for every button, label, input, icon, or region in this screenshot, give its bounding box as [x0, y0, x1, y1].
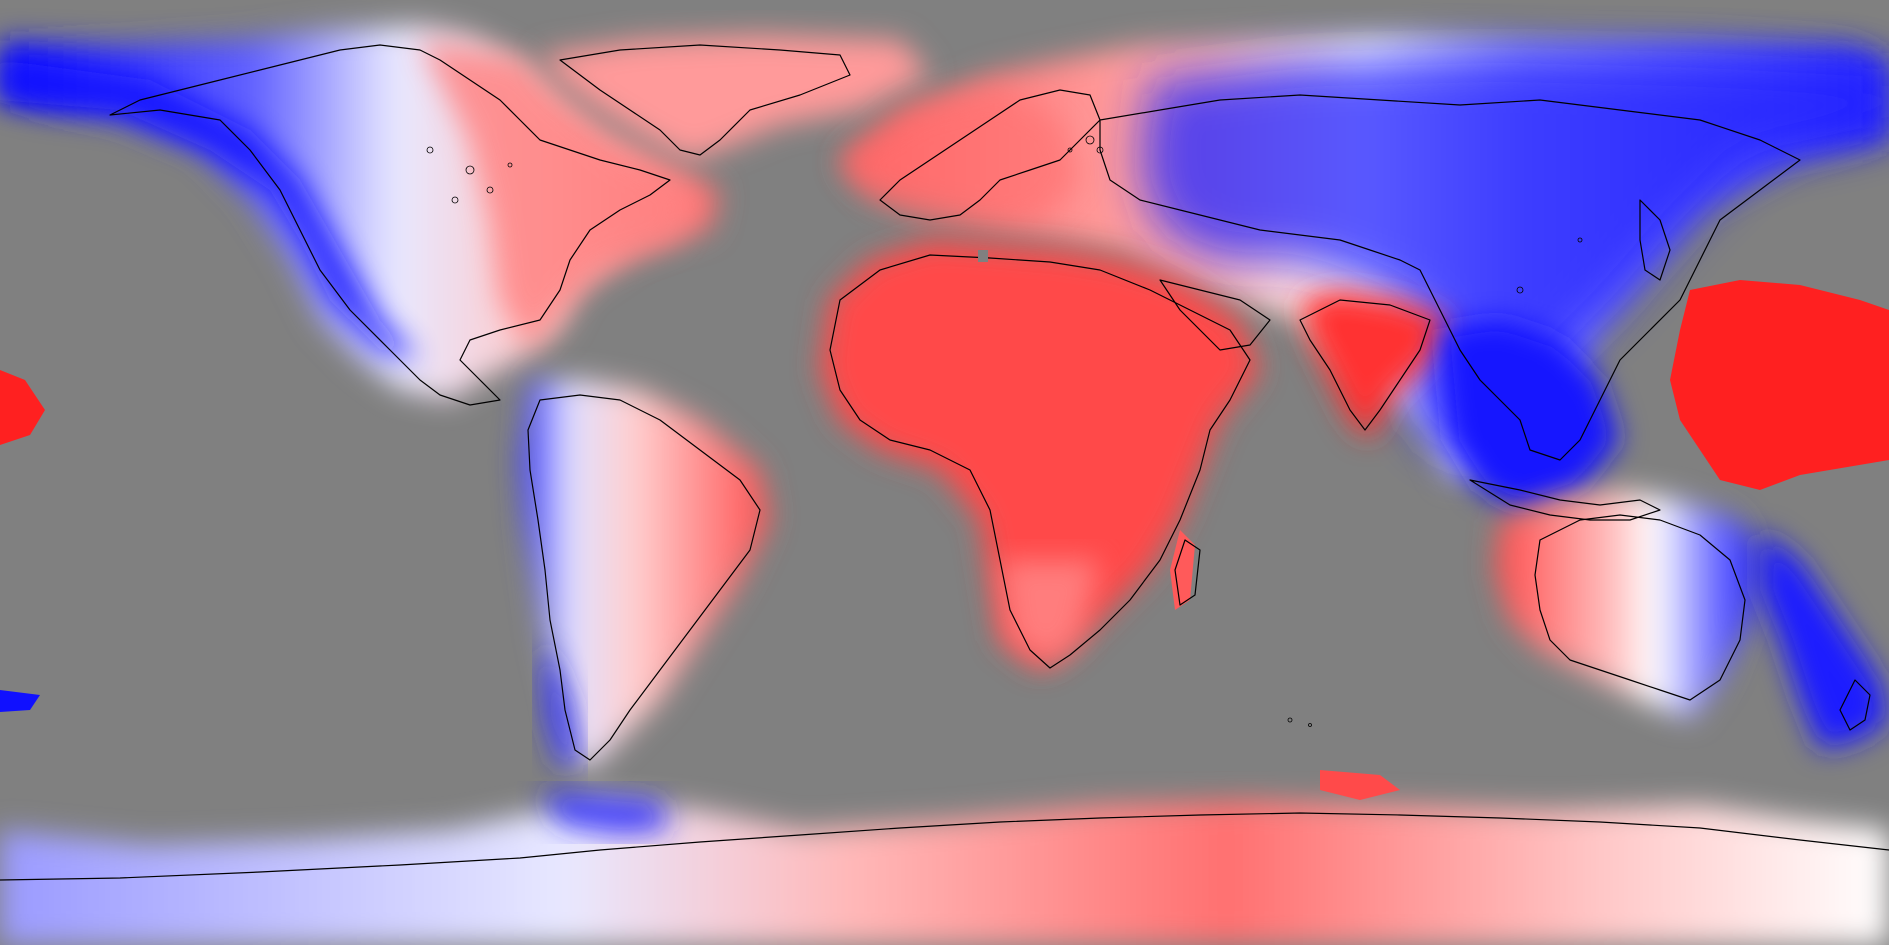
mediterranean-gap [978, 250, 988, 262]
greenland-region [540, 35, 930, 160]
india-region [1300, 290, 1450, 440]
lakes-and-islands [426, 135, 1583, 727]
south-america-region [520, 380, 770, 770]
central-pacific-patch [0, 370, 45, 712]
australia-region [1495, 490, 1889, 750]
north-america-region [0, 25, 720, 400]
western-pacific-region [1670, 280, 1889, 490]
coastlines [0, 44, 1889, 881]
southeast-asia-region [1440, 320, 1620, 510]
antarctica-region [0, 770, 1889, 945]
eurasia-region [840, 35, 1889, 480]
